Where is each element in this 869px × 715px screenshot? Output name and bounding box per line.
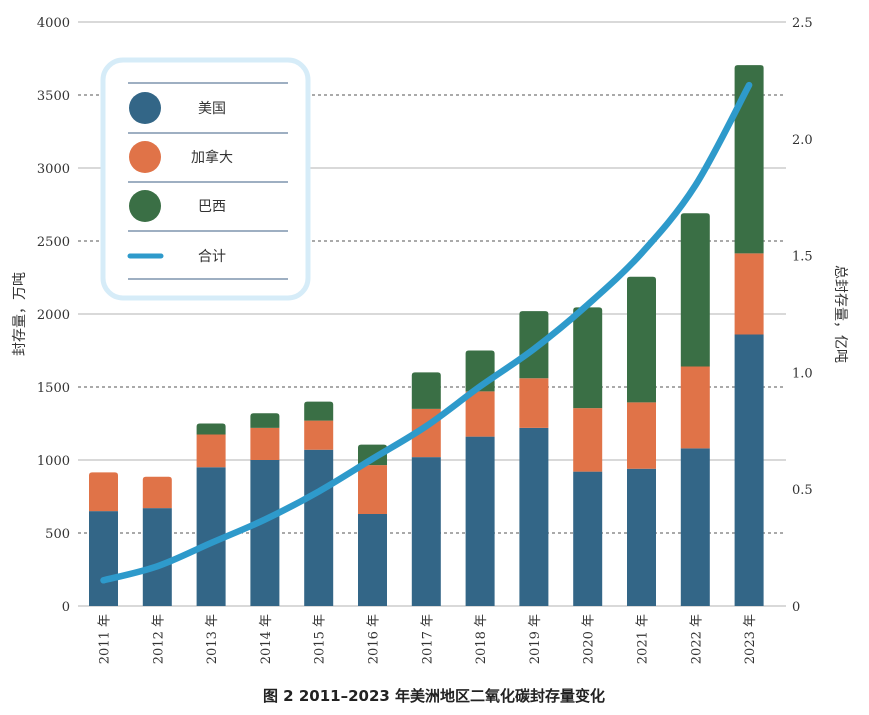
y-tick-label: 500 [45,527,70,542]
bar-brazil [304,401,334,421]
y-tick-label: 1500 [37,381,70,396]
bar-brazil [627,276,656,403]
x-tick-label: 2016 年 [367,614,382,664]
bar-canada [680,366,710,449]
bar-brazil [680,213,710,367]
y2-tick-label: 2.5 [792,16,813,31]
legend-swatch-brazil [129,190,161,222]
chart-caption: 图 2 2011–2023 年美洲地区二氧化碳封存量变化 [263,687,605,705]
bar-canada [465,391,495,437]
bar-us [573,471,603,606]
y-tick-label: 4000 [37,16,70,31]
bar-us [465,436,495,606]
bar-canada [734,253,764,335]
legend-swatch-us [129,92,161,124]
legend-label: 合计 [198,249,226,265]
x-tick-label: 2015 年 [313,614,328,664]
x-tick-label: 2020 年 [582,614,597,664]
bar-us [411,457,441,606]
x-tick-label: 2021 年 [636,614,651,664]
y-tick-label: 1000 [37,454,70,469]
legend-label: 美国 [198,101,226,117]
bar-us [250,460,280,606]
y2-tick-label: 0.5 [792,483,813,498]
bar-canada [89,472,118,512]
legend-label: 巴西 [198,199,226,215]
y-tick-label: 3500 [37,89,70,104]
bar-brazil [411,372,441,409]
bar-us [680,448,710,606]
y-tick-label: 2500 [37,235,70,250]
x-tick-label: 2019 年 [528,614,543,664]
y2-tick-label: 1.5 [792,250,813,265]
bar-us [196,467,226,606]
bar-canada [142,476,172,509]
y-tick-label: 3000 [37,162,70,177]
total-line [100,81,753,584]
bar-brazil [573,307,603,409]
bar-canada [627,402,656,469]
bar-us [304,449,334,606]
bar-canada [573,408,603,472]
bar-brazil [734,65,764,254]
x-tick-label: 2022 年 [689,614,704,664]
x-tick-label: 2017 年 [420,614,435,664]
y2-axis-title: 总封存量，亿吨 [832,265,848,363]
bar-brazil [250,413,280,428]
x-tick-label: 2014 年 [259,614,274,664]
y2-tick-label: 0 [792,600,800,615]
bar-canada [304,420,334,450]
x-tick-label: 2013 年 [205,614,220,664]
bar-canada [358,465,387,515]
bar-us [627,468,656,606]
y-axis-title: 封存量，万吨 [12,272,28,356]
bar-us [734,334,764,606]
bar-canada [196,434,226,468]
legend-label: 加拿大 [191,149,233,166]
bar-canada [250,427,280,460]
x-tick-label: 2012 年 [151,614,166,664]
x-tick-label: 2011 年 [98,614,113,664]
y2-tick-label: 2.0 [792,133,813,148]
bar-brazil [519,311,549,379]
x-tick-label: 2023 年 [743,614,758,664]
legend-swatch-canada [129,141,161,173]
y-tick-label: 0 [62,600,70,615]
bar-us [519,427,549,606]
bar-us [89,511,118,606]
y-tick-label: 2000 [37,308,70,323]
bar-brazil [196,423,226,435]
x-tick-label: 2018 年 [474,614,489,664]
bar-us [358,514,387,606]
bar-canada [519,378,549,428]
bar-us [142,508,172,606]
y2-tick-label: 1.0 [792,366,813,381]
